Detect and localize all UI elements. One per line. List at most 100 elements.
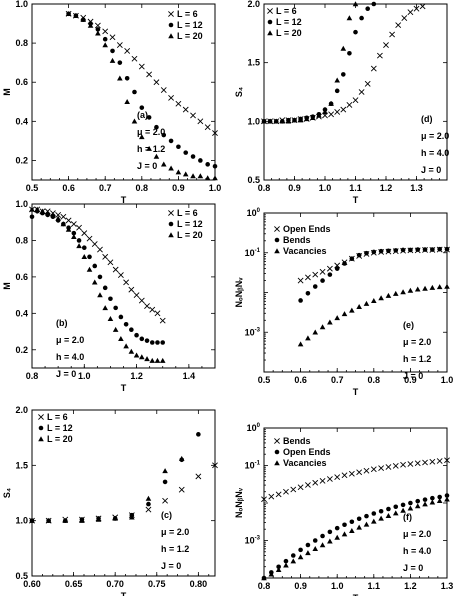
x-tick-label: 0.70 [106,579,124,589]
data-point [437,494,442,500]
legend-marker [168,232,174,238]
data-point [195,473,202,480]
data-point [327,538,333,544]
data-point [55,212,62,218]
data-point [341,531,348,537]
data-point [297,117,304,123]
data-point [80,16,87,22]
legend-marker [38,414,44,420]
data-point [95,27,101,32]
parameter-label: h = 4.0 [403,546,431,556]
data-point [334,525,340,531]
panel-label: (f) [403,512,412,522]
legend-marker [274,248,280,254]
parameter-label: μ = 2.0 [421,131,449,141]
data-point [383,42,389,48]
parameter-label: J = 0 [421,165,441,175]
panel-label: (d) [421,114,433,124]
data-point [347,50,352,56]
data-point [97,246,103,253]
data-point [385,464,392,470]
data-point [422,501,428,507]
data-point [392,290,399,296]
data-point [310,115,316,121]
data-point [107,259,114,266]
data-point [283,562,289,568]
data-point [94,22,101,29]
parameter-label: h = 1.2 [137,144,165,154]
data-point [162,497,169,504]
data-point [327,272,333,277]
data-point [291,117,298,123]
data-point [352,97,359,104]
data-point [356,252,362,258]
y-tick-label: 10-3 [245,327,261,337]
panel-label: (e) [403,320,414,330]
data-point [334,534,340,540]
data-point [283,558,289,564]
data-point [414,460,421,467]
data-point [326,476,333,482]
x-tick-label: 0.8 [136,183,149,193]
data-point [305,335,311,341]
series-triangle [261,1,359,124]
data-point [117,75,123,81]
data-point [196,432,201,437]
data-point [422,247,428,252]
data-point [422,285,428,291]
data-point [97,292,103,298]
y-tick-label: 1.0 [247,116,260,126]
data-point [312,538,318,543]
data-point [71,230,77,236]
data-point [400,247,406,253]
y-tick-label: 1.0 [15,516,28,526]
y-tick-label: 10-1 [245,461,261,471]
data-point [261,575,267,581]
data-point [183,150,189,155]
y-tick-label: 1.5 [247,58,260,68]
data-point [371,249,377,255]
data-point [153,79,160,86]
data-point [334,266,340,271]
data-point [376,52,383,59]
data-point [371,298,377,304]
series-triangle [261,496,450,581]
data-point [365,6,371,11]
annotation-box: (d) μ = 2.0 h = 4.0 J = 0 [421,114,449,175]
data-point [312,284,318,289]
panel-label: (b) [56,318,68,328]
data-point [305,550,311,556]
data-point [132,89,137,95]
data-point [76,238,82,243]
data-point [346,15,353,21]
data-point [87,254,92,260]
x-tick-label: 0.5 [26,183,39,193]
panel-a: 0.5 0.6 0.7 0.8 0.9 1.0 T 0.2 0.4 0.6 0.8 1.0 M L = 6… [2,0,221,205]
data-point [29,214,35,220]
x-tick-label: 0.65 [65,579,83,589]
data-point [312,271,319,278]
data-point [297,277,304,284]
data-point [145,506,152,513]
data-point [363,300,370,306]
data-point [413,5,420,12]
data-point [327,529,333,535]
data-point [268,493,275,500]
data-point [138,63,145,70]
data-point [395,22,402,29]
data-point [212,175,218,181]
x-tick-label: 0.80 [190,579,208,589]
data-point [415,247,421,252]
x-tick-label: 1.1 [349,183,362,193]
data-point [334,474,341,481]
data-point [92,263,98,269]
data-point [322,109,328,115]
x-axis-label: T [121,383,127,393]
parameter-label: h = 4.0 [56,352,84,362]
data-point [118,314,124,320]
data-point [327,319,333,325]
data-point [123,321,129,327]
parameter-label: J = 0 [137,161,157,171]
